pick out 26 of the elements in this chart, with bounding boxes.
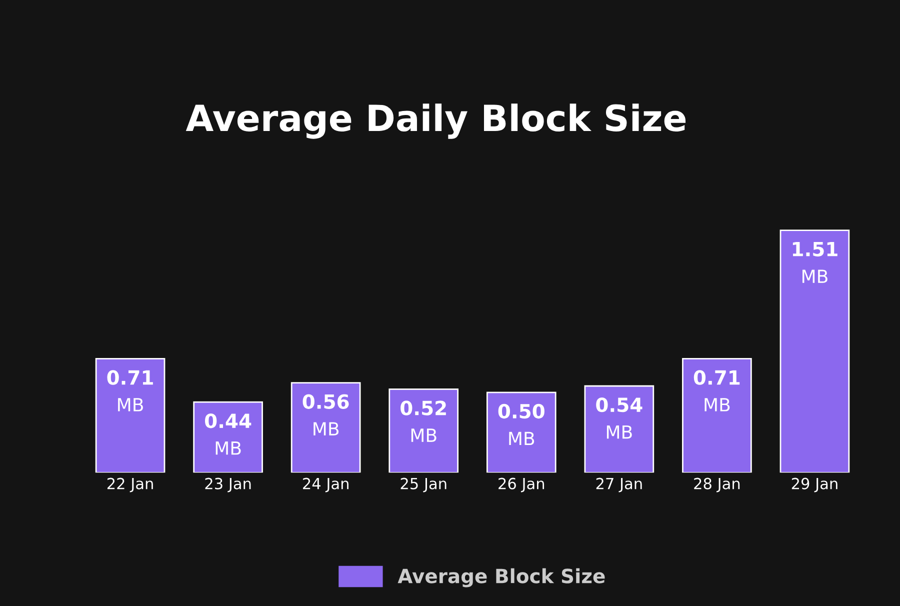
x-tick-label: 23 Jan (205, 478, 251, 492)
data-label: 1.51 MB (792, 242, 838, 283)
data-label: 0.44 MB (205, 414, 252, 455)
data-label: 0.54 MB (596, 397, 642, 439)
legend-label: Average Block Size (398, 568, 605, 588)
bar (780, 230, 850, 473)
bar (290, 382, 361, 473)
bar (486, 392, 556, 473)
x-tick-label: 25 Jan (400, 478, 446, 492)
x-tick-label: 29 Jan (792, 478, 838, 492)
bar (584, 385, 654, 473)
x-tick-label: 27 Jan (596, 478, 642, 492)
bar (95, 358, 166, 473)
x-tick-label: 22 Jan (107, 478, 153, 492)
data-label: 0.56 MB (302, 394, 349, 436)
bar (388, 388, 459, 473)
data-label: 0.71 MB (107, 370, 153, 412)
data-label: 0.50 MB (498, 404, 544, 446)
x-tick-label: 26 Jan (498, 478, 544, 492)
chart-title: Average Daily Block Size (186, 104, 686, 139)
bar (193, 401, 263, 473)
data-label: 0.71 MB (694, 370, 740, 412)
data-label: 0.52 MB (400, 400, 446, 442)
x-tick-label: 24 Jan (303, 478, 348, 492)
bar (682, 358, 752, 473)
x-tick-label: 28 Jan (694, 478, 740, 492)
